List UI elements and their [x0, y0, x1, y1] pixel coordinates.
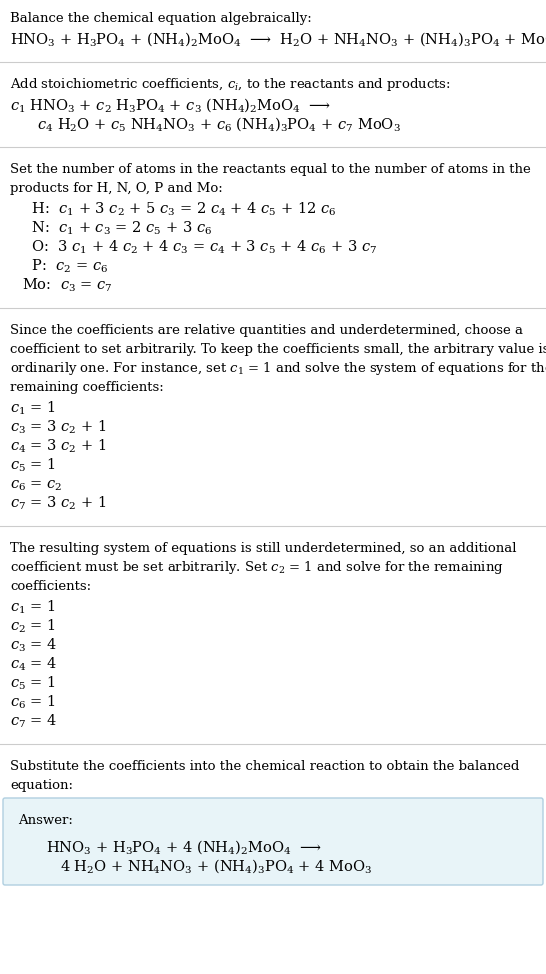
Text: Balance the chemical equation algebraically:: Balance the chemical equation algebraica… — [10, 12, 312, 25]
Text: Answer:: Answer: — [18, 814, 73, 827]
Text: $c_1$ = 1: $c_1$ = 1 — [10, 400, 56, 418]
Text: $c_6$ = $c_2$: $c_6$ = $c_2$ — [10, 479, 62, 494]
Text: N:  $c_1$ + $c_3$ = 2 $c_5$ + 3 $c_6$: N: $c_1$ + $c_3$ = 2 $c_5$ + 3 $c_6$ — [22, 220, 212, 238]
Text: Substitute the coefficients into the chemical reaction to obtain the balanced: Substitute the coefficients into the che… — [10, 760, 519, 773]
Text: Mo:  $c_3$ = $c_7$: Mo: $c_3$ = $c_7$ — [22, 277, 112, 294]
Text: Since the coefficients are relative quantities and underdetermined, choose a: Since the coefficients are relative quan… — [10, 324, 523, 337]
Text: H:  $c_1$ + 3 $c_2$ + 5 $c_3$ = 2 $c_4$ + 4 $c_5$ + 12 $c_6$: H: $c_1$ + 3 $c_2$ + 5 $c_3$ = 2 $c_4$ +… — [22, 201, 337, 218]
Text: The resulting system of equations is still underdetermined, so an additional: The resulting system of equations is sti… — [10, 542, 517, 555]
Text: 4 H$_2$O + NH$_4$NO$_3$ + (NH$_4$)$_3$PO$_4$ + 4 MoO$_3$: 4 H$_2$O + NH$_4$NO$_3$ + (NH$_4$)$_3$PO… — [60, 857, 372, 876]
Text: coefficients:: coefficients: — [10, 580, 91, 593]
Text: $c_4$ = 4: $c_4$ = 4 — [10, 656, 57, 673]
Text: P:  $c_2$ = $c_6$: P: $c_2$ = $c_6$ — [22, 258, 108, 276]
Text: O:  3 $c_1$ + 4 $c_2$ + 4 $c_3$ = $c_4$ + 3 $c_5$ + 4 $c_6$ + 3 $c_7$: O: 3 $c_1$ + 4 $c_2$ + 4 $c_3$ = $c_4$ +… — [22, 239, 377, 256]
FancyBboxPatch shape — [3, 798, 543, 885]
Text: $c_1$ = 1: $c_1$ = 1 — [10, 599, 56, 617]
Text: $c_7$ = 4: $c_7$ = 4 — [10, 713, 57, 730]
Text: $c_4$ = 3 $c_2$ + 1: $c_4$ = 3 $c_2$ + 1 — [10, 438, 106, 456]
Text: $c_5$ = 1: $c_5$ = 1 — [10, 457, 56, 474]
Text: ordinarily one. For instance, set $c_1$ = 1 and solve the system of equations fo: ordinarily one. For instance, set $c_1$ … — [10, 360, 546, 377]
Text: $c_2$ = 1: $c_2$ = 1 — [10, 618, 56, 635]
Text: Set the number of atoms in the reactants equal to the number of atoms in the: Set the number of atoms in the reactants… — [10, 163, 531, 176]
Text: $c_3$ = 3 $c_2$ + 1: $c_3$ = 3 $c_2$ + 1 — [10, 419, 106, 436]
Text: $c_1$ HNO$_3$ + $c_2$ H$_3$PO$_4$ + $c_3$ (NH$_4$)$_2$MoO$_4$  ⟶: $c_1$ HNO$_3$ + $c_2$ H$_3$PO$_4$ + $c_3… — [10, 96, 331, 114]
Text: products for H, N, O, P and Mo:: products for H, N, O, P and Mo: — [10, 182, 223, 195]
Text: HNO$_3$ + H$_3$PO$_4$ + (NH$_4$)$_2$MoO$_4$  ⟶  H$_2$O + NH$_4$NO$_3$ + (NH$_4$): HNO$_3$ + H$_3$PO$_4$ + (NH$_4$)$_2$MoO$… — [10, 30, 546, 49]
Text: coefficient must be set arbitrarily. Set $c_2$ = 1 and solve for the remaining: coefficient must be set arbitrarily. Set… — [10, 559, 504, 576]
Text: equation:: equation: — [10, 779, 73, 792]
Text: $c_6$ = 1: $c_6$ = 1 — [10, 694, 56, 711]
Text: HNO$_3$ + H$_3$PO$_4$ + 4 (NH$_4$)$_2$MoO$_4$  ⟶: HNO$_3$ + H$_3$PO$_4$ + 4 (NH$_4$)$_2$Mo… — [46, 839, 322, 856]
Text: remaining coefficients:: remaining coefficients: — [10, 381, 164, 394]
Text: Add stoichiometric coefficients, $c_i$, to the reactants and products:: Add stoichiometric coefficients, $c_i$, … — [10, 76, 451, 93]
Text: $c_4$ H$_2$O + $c_5$ NH$_4$NO$_3$ + $c_6$ (NH$_4$)$_3$PO$_4$ + $c_7$ MoO$_3$: $c_4$ H$_2$O + $c_5$ NH$_4$NO$_3$ + $c_6… — [28, 116, 401, 133]
Text: $c_3$ = 4: $c_3$ = 4 — [10, 637, 57, 655]
Text: coefficient to set arbitrarily. To keep the coefficients small, the arbitrary va: coefficient to set arbitrarily. To keep … — [10, 343, 546, 356]
Text: $c_7$ = 3 $c_2$ + 1: $c_7$ = 3 $c_2$ + 1 — [10, 495, 106, 512]
Text: $c_5$ = 1: $c_5$ = 1 — [10, 675, 56, 693]
